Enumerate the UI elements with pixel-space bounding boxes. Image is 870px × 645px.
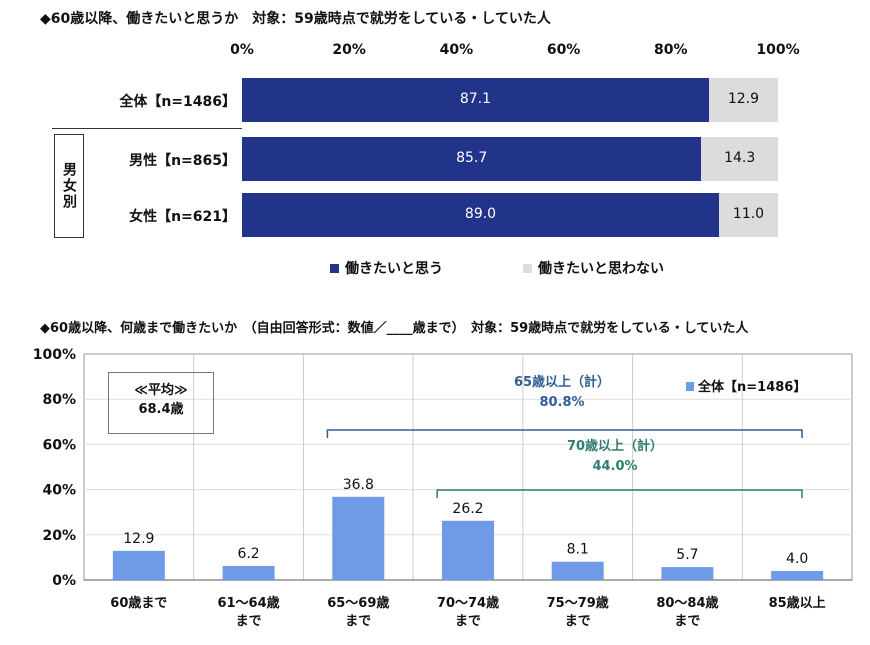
chart1-x-tick: 80% [654,42,688,58]
chart2-category-label: 70～74歳 [437,595,499,611]
chart2-bar [661,567,714,580]
chart2-category-label: まで [345,614,371,629]
average-label: ≪平均≫ [134,383,188,398]
chart2-data-label: 26.2 [452,501,483,517]
chart2-bar [442,520,494,580]
chart1-bar-yes [242,78,709,122]
average-box: ≪平均≫ 68.4歳 [108,372,214,434]
legend-swatch-no [523,263,532,273]
chart2-y-tick: 60% [42,437,76,453]
bracket-70-value: 44.0% [592,459,637,474]
chart2-legend-label: 全体【n=1486】 [697,379,806,395]
bracket-65-line [326,429,803,438]
legend-label-yes: 働きたいと思う [345,261,443,277]
chart2-y-tick: 40% [42,483,76,499]
chart2-y-tick: 100% [33,347,76,363]
chart2-category-label: まで [455,614,481,629]
chart1-value-no: 11.0 [732,206,765,222]
chart1-x-tick: 60% [546,42,581,58]
chart2-category-label: 75～79歳 [547,595,609,611]
chart2-data-label: 12.9 [123,531,154,547]
chart2-category-label: 85歳以上 [769,595,826,611]
chart1-value-yes: 87.1 [459,91,491,107]
chart2-bar [332,496,385,580]
chart1-x-tick: 20% [332,42,366,58]
chart2-y-tick: 80% [42,392,76,408]
bracket-65-value: 80.8% [539,395,584,410]
chart1-title: ◆60歳以降、働きたいと思うか 対象：59歳時点で就労をしている・していた人 [40,11,551,27]
average-value: 68.4歳 [138,402,184,417]
chart2-title: ◆60歳以降、何歳まで働きたいか （自由回答形式：数値／____歳まで） 対象：… [40,321,749,336]
chart1-group-divider [52,128,242,129]
chart2-category-label: まで [565,614,591,629]
chart2-data-label: 5.7 [676,547,698,563]
chart2-y-tick: 0% [52,573,76,589]
chart2-bar [771,570,824,580]
chart1-x-tick: 0% [230,42,254,58]
chart1-value-yes: 85.7 [456,150,488,166]
chart2-legend-swatch [686,382,694,391]
bracket-70-label: 70歳以上（計） [567,438,663,454]
chart1-value-no: 14.3 [724,150,756,166]
chart1-value-no: 12.9 [727,91,759,107]
chart2-category-label: 65～69歳 [327,595,389,611]
chart1-category-label: 全体【n=1486】 [119,94,236,110]
chart2-bar [112,550,165,580]
chart2-category-label: まで [236,614,262,629]
chart2-category-label: 60歳まで [110,595,167,611]
chart2-data-label: 8.1 [567,542,589,558]
legend-swatch-yes [330,263,339,273]
chart1-bar-no [701,137,778,181]
chart2-svg: 100%80%60%40%20%0%12.960歳まで6.261～64歳まで36… [33,347,853,629]
chart2-bar [551,561,604,580]
chart2-data-label: 6.2 [237,546,259,562]
chart2-category-label: まで [674,614,700,629]
chart2-category-label: 61～64歳 [217,595,279,611]
chart1-bar-no [708,78,778,122]
chart1-bar-yes [242,193,720,237]
chart2-data-label: 36.8 [343,477,374,493]
chart2-category-label: 80～84歳 [656,595,718,611]
chart2-y-tick: 20% [42,528,76,544]
chart1-value-yes: 89.0 [464,206,497,222]
chart1-category-label: 女性【n=621】 [129,209,236,225]
chart1-group-label: 男女別 [54,134,84,238]
legend-label-no: 働きたいと思わない [538,261,664,277]
chart2-bar [222,565,275,580]
bracket-65-label: 65歳以上（計） [514,374,610,390]
bracket-70-line [436,489,803,498]
chart1-legend: 働きたいと思う 働きたいと思わない [330,258,664,278]
chart1-x-tick: 40% [439,42,474,58]
chart1-category-label: 男性【n=865】 [129,153,236,169]
chart1-bar-yes [242,137,702,181]
chart2-data-label: 4.0 [786,551,808,567]
chart1-bar-no [719,193,778,237]
chart1-x-tick: 100% [756,42,800,58]
